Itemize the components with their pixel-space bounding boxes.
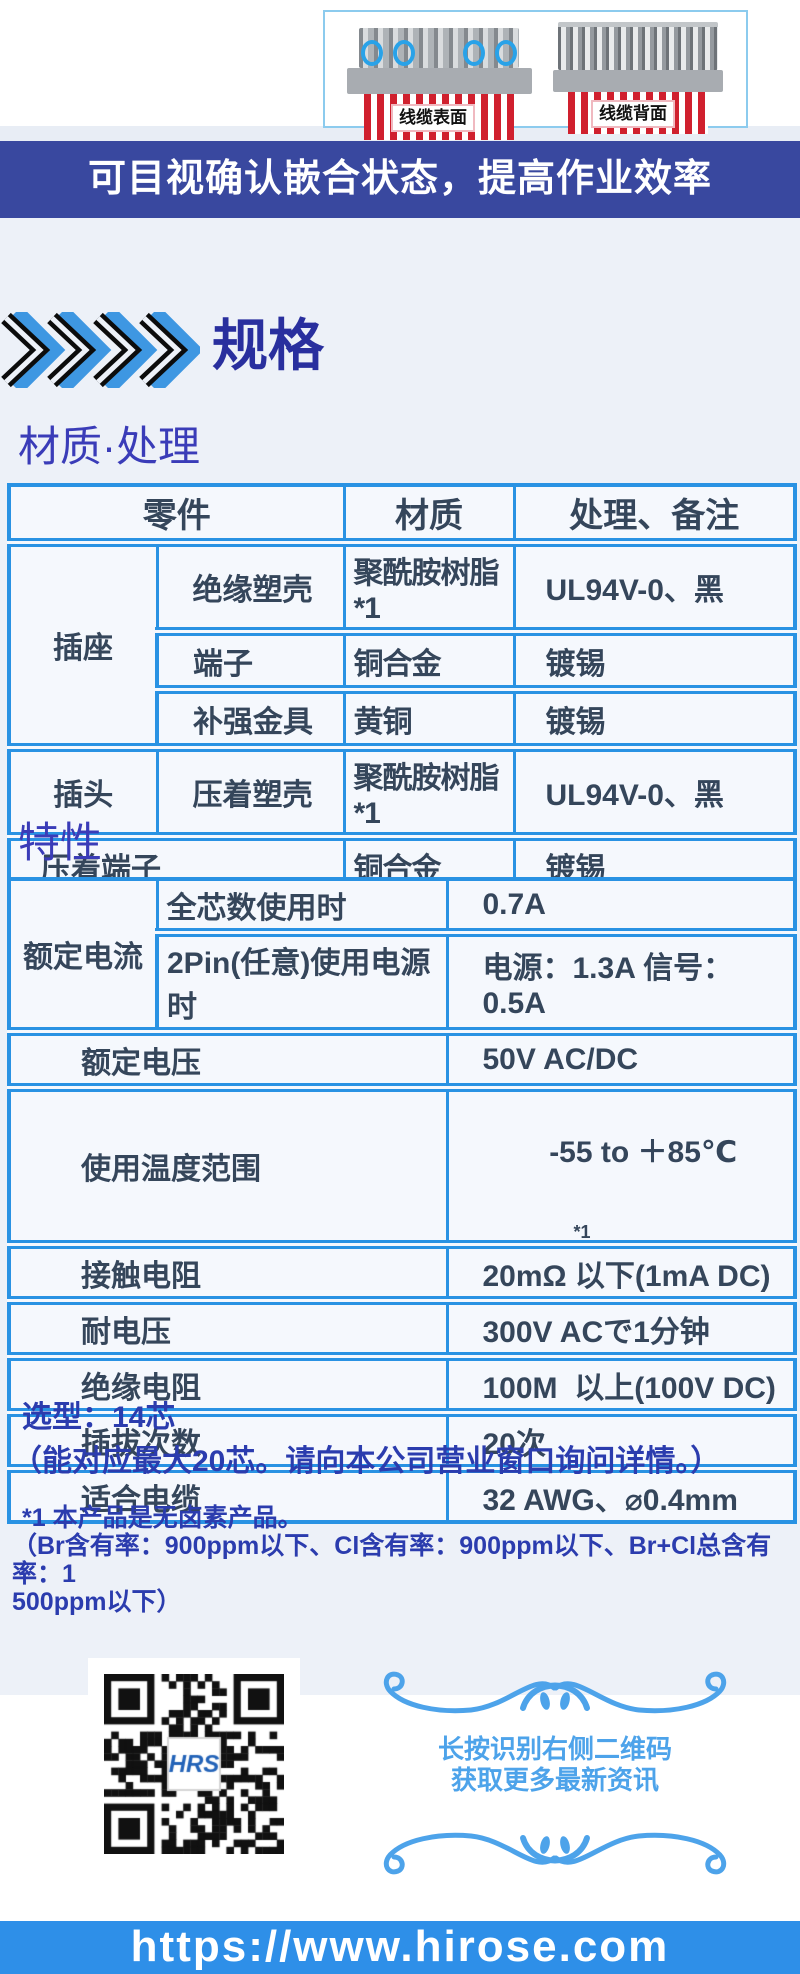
table-row: 补强金具 黄铜 镀锡 [9,685,797,752]
table-row: 接触电阻 20mΩ 以下(1mA DC) [7,1240,797,1305]
cell-treatment: 镀锡 [512,685,797,752]
cell-label: 适合电缆 [7,1464,449,1524]
table-row: 适合电缆 32 AWG、⌀0.4mm [7,1464,797,1524]
cell-label: 绝缘电阻 [7,1352,449,1417]
footnote-detail: （Br含有率：900ppm以下、Cl含有率：900ppm以下、Br+Cl总含有率… [12,1532,772,1616]
col-header-treatment: 处理、备注 [512,483,797,547]
selection-line1: 选型：14芯 [22,1401,176,1434]
connector-front-image: 线缆表面 [347,28,532,140]
cell-label: 耐电压 [7,1296,449,1361]
cell-treatment: 镀锡 [512,627,797,694]
cell-value: -55 to ＋85℃ *1 [445,1083,797,1249]
cell-label: 额定电压 [7,1027,449,1092]
cell-label: 使用温度范围 [7,1083,449,1249]
highlight-circle-icon [463,40,485,66]
connector-pin-comb [558,22,718,70]
hero-section: 线缆表面 线缆背面 [0,0,800,141]
materials-table: 零件 材质 处理、备注 插座 绝缘塑壳 聚酰胺树脂*1 UL94V-0、黑 端子… [7,483,797,894]
table-row: 端子 铜合金 镀锡 [9,627,797,694]
flourish-ornament-icon [375,1664,727,1720]
cell-value: 20次 [445,1408,797,1473]
table-row: 插座 绝缘塑壳 聚酰胺树脂*1 UL94V-0、黑 [7,538,797,752]
table-row: 插拔次数 20次 [7,1408,797,1473]
cell-treatment: UL94V-0、黑 [512,538,797,636]
table-row: 耐电压 300V ACで1分钟 [7,1296,797,1361]
materials-heading: 材质·处理 [18,423,200,470]
table-header-row: 零件 材质 处理、备注 [7,483,797,547]
footer-bar: https://www.hirose.com [0,1921,800,1974]
cell-material: 黄铜 [342,685,516,752]
qr-instruction-line1: 长按识别右侧二维码 [437,1734,672,1764]
connector-body [553,70,723,92]
temperature-value: -55 to ＋85℃ [549,1136,738,1169]
qr-panel [88,1658,300,1874]
highlight-circle-icon [361,40,383,66]
connector-back-image: 线缆背面 [553,22,723,134]
cell-value: 20mΩ 以下(1mA DC) [445,1240,797,1305]
qr-instruction-text: 长按识别右侧二维码 获取更多最新资讯 [380,1734,730,1796]
selection-line2: （能对应最大20芯。请向本公司营业窗口询问详情。） [12,1445,721,1478]
cable-back-label: 线缆背面 [591,100,675,128]
highlight-circle-icon [393,40,415,66]
cell-group: 插头 [7,743,159,841]
cell-group: 额定电流 [7,877,159,1036]
cell-label: 2Pin(任意)使用电源时 [155,928,449,1036]
cell-value: 电源：1.3A 信号：0.5A [445,928,797,1036]
connector-illustration: 线缆表面 线缆背面 [323,10,748,140]
feature-banner: 可目视确认嵌合状态，提高作业效率 [0,141,800,218]
qr-code[interactable] [104,1674,284,1854]
cell-label: 插拔次数 [7,1408,449,1473]
cell-value: 50V AC/DC [445,1027,797,1092]
col-header-material: 材质 [342,483,516,547]
feature-banner-text: 可目视确认嵌合状态，提高作业效率 [87,158,712,200]
cell-material: 铜合金 [342,627,516,694]
connector-body [347,68,532,94]
flourish-ornament-icon [375,1826,727,1882]
cell-part: 绝缘塑壳 [155,538,346,636]
section-title-spec: 规格 [212,314,324,377]
footer-url-link[interactable]: https://www.hirose.com [130,1922,670,1971]
cell-part: 压着塑壳 [155,743,346,841]
chevron-arrows-icon [1,312,200,388]
cell-value: 100M 以上(100V DC) [445,1352,797,1417]
cell-material: 聚酰胺树脂*1 [342,538,516,636]
cell-value: 32 AWG、⌀0.4mm [445,1464,797,1524]
qr-instruction-line2: 获取更多最新资讯 [450,1765,659,1795]
cell-value: 0.7A [445,877,797,937]
connector-pin-comb [359,28,519,68]
cell-value: 300V ACで1分钟 [445,1296,797,1361]
cell-part: 补强金具 [155,685,346,752]
characteristics-table: 额定电流 全芯数使用时 0.7A 2Pin(任意)使用电源时 电源：1.3A 信… [7,877,797,1524]
col-header-part: 零件 [7,483,346,547]
table-row: 额定电压 50V AC/DC [7,1027,797,1092]
footnote-line1: *1 本产品是无卤素产品。 [22,1504,303,1532]
characteristics-heading: 特性 [18,819,103,866]
cell-group: 插座 [7,538,159,752]
highlight-circle-icon [495,40,517,66]
table-row: 使用温度范围 -55 to ＋85℃ *1 [7,1083,797,1249]
halogen-footnote: *1 本产品是无卤素产品。 （Br含有率：900ppm以下、Cl含有率：900p… [12,1504,800,1616]
cell-label: 全芯数使用时 [155,877,449,937]
cell-label: 接触电阻 [7,1240,449,1305]
selection-note: 选型：14芯 （能对应最大20芯。请向本公司营业窗口询问详情。） [12,1396,720,1484]
cell-material: 聚酰胺树脂*1 [342,743,516,841]
table-row: 插头 压着塑壳 聚酰胺树脂*1 UL94V-0、黑 [7,743,797,841]
cell-treatment: UL94V-0、黑 [512,743,797,841]
table-row: 额定电流 全芯数使用时 0.7A [7,877,797,1036]
table-row: 2Pin(任意)使用电源时 电源：1.3A 信号：0.5A [9,928,797,1036]
footnote-marker: *1 [573,1222,591,1242]
table-row: 绝缘电阻 100M 以上(100V DC) [7,1352,797,1417]
cable-front-label: 线缆表面 [391,104,475,132]
cell-part: 端子 [155,627,346,694]
